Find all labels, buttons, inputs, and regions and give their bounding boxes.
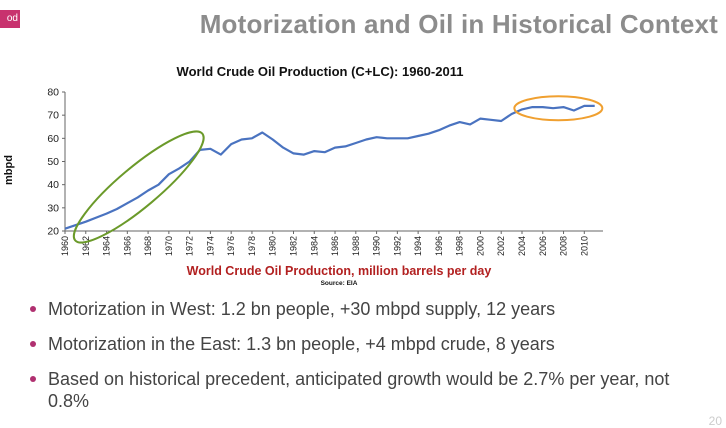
slide-title: Motorization and Oil in Historical Conte… xyxy=(199,9,718,39)
x-tick-label: 1994 xyxy=(413,236,423,256)
x-tick-label: 2010 xyxy=(579,236,589,256)
page-number: 20 xyxy=(708,414,722,428)
x-tick-label: 1990 xyxy=(372,236,382,256)
y-tick-label: 40 xyxy=(47,179,59,191)
bullet-text: Motorization in West: 1.2 bn people, +30… xyxy=(48,299,556,319)
y-tick-label: 70 xyxy=(47,110,59,122)
y-axis-label: mbpd xyxy=(3,155,15,185)
source-note: Source: EIA xyxy=(321,280,358,287)
x-tick-label: 1964 xyxy=(102,236,112,256)
x-tick-label: 1976 xyxy=(226,236,236,256)
y-tick-label: 20 xyxy=(47,226,59,238)
annotation-layer xyxy=(72,95,604,244)
logo-tab: od xyxy=(0,10,20,28)
bullet-text: Motorization in the East: 1.3 bn people,… xyxy=(48,334,555,354)
x-tick-label: 1996 xyxy=(434,236,444,256)
x-tick-label: 1982 xyxy=(288,236,298,256)
bullet-text: Based on historical precedent, anticipat… xyxy=(48,369,670,411)
x-tick-label: 1980 xyxy=(268,236,278,256)
y-tick-label: 50 xyxy=(47,156,59,168)
x-tick-label: 1960 xyxy=(60,236,70,256)
x-tick-label: 1988 xyxy=(351,236,361,256)
x-tick-label: 2002 xyxy=(496,236,506,256)
x-axis: 1960 1962 1964 1966 1968 1970 1972 1974 1976 1978… xyxy=(60,230,603,256)
x-tick-label: 2000 xyxy=(475,236,485,256)
x-tick-label: 1970 xyxy=(164,236,174,256)
x-tick-label: 1974 xyxy=(205,236,215,256)
x-tick-label: 1968 xyxy=(143,236,153,256)
series-line xyxy=(64,104,595,230)
y-axis: 20 30 40 50 60 70 80 xyxy=(47,87,66,238)
bullet-item: Motorization in West: 1.2 bn people, +30… xyxy=(30,298,710,320)
x-tick-label: 2004 xyxy=(517,236,527,256)
bullet-dot xyxy=(30,306,36,312)
x-tick-label: 1972 xyxy=(185,236,195,256)
y-tick-label: 80 xyxy=(47,87,59,99)
x-tick-label: 1992 xyxy=(392,236,402,256)
x-tick-label: 1998 xyxy=(455,236,465,256)
x-tick-label: 2006 xyxy=(538,236,548,256)
y-tick-label: 30 xyxy=(47,202,59,214)
x-tick-label: 1984 xyxy=(309,236,319,256)
bullet-list: Motorization in West: 1.2 bn people, +30… xyxy=(30,298,710,425)
bullet-dot xyxy=(30,341,36,347)
series-layer xyxy=(64,104,595,230)
x-tick-label: 1966 xyxy=(122,236,132,256)
x-axis-label: World Crude Oil Production, million barr… xyxy=(187,264,492,278)
orange-highlight-ellipse xyxy=(513,95,604,122)
x-tick-label: 1962 xyxy=(81,236,91,256)
x-tick-label: 1986 xyxy=(330,236,340,256)
bullet-item: Based on historical precedent, anticipat… xyxy=(30,368,710,412)
x-tick-label: 2008 xyxy=(559,236,569,256)
bullet-item: Motorization in the East: 1.3 bn people,… xyxy=(30,333,710,355)
green-highlight-ellipse xyxy=(72,130,205,244)
y-tick-label: 60 xyxy=(47,133,59,145)
bullet-dot xyxy=(30,376,36,382)
x-tick-label: 1978 xyxy=(247,236,257,256)
chart-title: World Crude Oil Production (C+LC): 1960-… xyxy=(176,64,464,79)
